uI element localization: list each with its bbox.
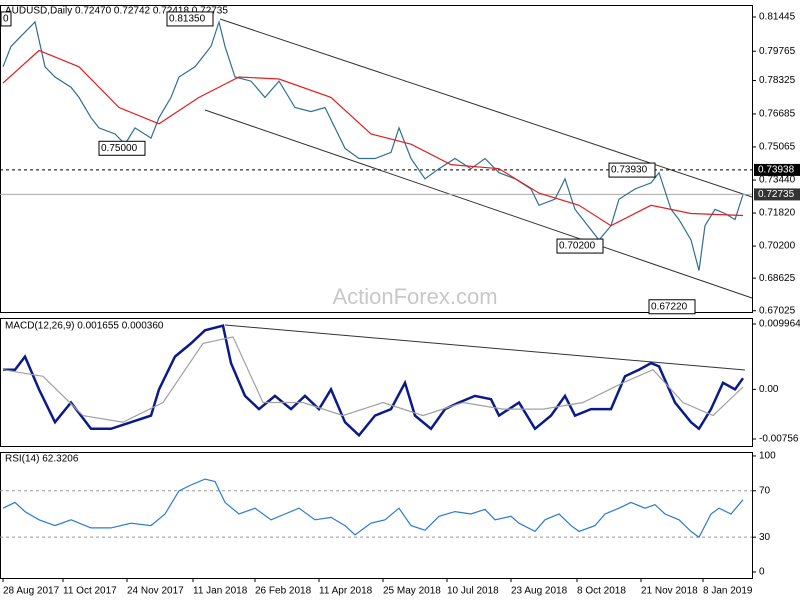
upper-channel xyxy=(219,18,753,198)
x-tick-label: 21 Nov 2018 xyxy=(641,586,698,597)
series-line xyxy=(3,324,745,438)
macd-trendline xyxy=(224,324,746,371)
x-tick-label: 26 Feb 2018 xyxy=(255,586,312,597)
annotation-box xyxy=(648,299,696,315)
watermark: ActionForex.com xyxy=(332,284,497,309)
x-tick-label: 28 Aug 2017 xyxy=(3,586,60,597)
annotation-label: 0.81350 xyxy=(169,14,206,25)
y-tick-label: 0.009964 xyxy=(759,319,800,330)
price-level-label: 0.72735 xyxy=(758,189,795,200)
series-line xyxy=(2,49,744,227)
x-tick-label: 8 Jan 2019 xyxy=(703,586,753,597)
y-tick-label: 0.00 xyxy=(759,384,779,395)
price-level-box xyxy=(754,188,800,201)
price-panel xyxy=(0,5,753,313)
x-tick-label: 11 Apr 2018 xyxy=(319,586,373,597)
rsi-title: RSI(14) 62.3206 xyxy=(5,454,79,465)
y-tick-label: 0.70200 xyxy=(759,241,796,252)
y-tick-label: 0.73440 xyxy=(759,175,796,186)
macd-panel xyxy=(0,318,753,447)
annotation-label: 0.70200 xyxy=(559,241,596,252)
macd-title: MACD(12,26,9) 0.001655 0.000360 xyxy=(5,321,164,332)
annotation-box xyxy=(0,11,12,27)
series-line xyxy=(2,19,744,271)
annotation-label: 0.67220 xyxy=(651,301,688,312)
y-tick-label: 0.76685 xyxy=(759,109,796,120)
x-tick-label: 24 Nov 2017 xyxy=(127,586,184,597)
y-tick-label: 100 xyxy=(759,451,776,462)
annotation-label: 0.73930 xyxy=(611,165,648,176)
y-tick-label: -0.00756 xyxy=(759,434,799,445)
price-title: AUDUSD,Daily 0.72470 0.72742 0.72418 0.7… xyxy=(5,6,228,17)
y-tick-label: 0.78325 xyxy=(759,75,796,86)
annotation-box xyxy=(166,11,214,27)
y-tick-label: 0.68625 xyxy=(759,273,796,284)
rsi-panel xyxy=(0,452,753,579)
y-tick-label: 0.81445 xyxy=(759,12,796,23)
x-tick-label: 25 May 2018 xyxy=(383,586,441,597)
annotation-box xyxy=(608,162,656,178)
y-tick-label: 0 xyxy=(759,567,765,578)
y-tick-label: 0.75065 xyxy=(759,142,796,153)
annotation-label: 0 xyxy=(3,14,9,25)
price-level-label: 0.73938 xyxy=(758,165,795,176)
y-tick-label: 30 xyxy=(759,532,771,543)
series-line xyxy=(2,478,744,539)
annotation-label: 0.75000 xyxy=(101,143,138,154)
y-tick-label: 0.71820 xyxy=(759,208,796,219)
x-tick-label: 11 Oct 2017 xyxy=(63,586,117,597)
series-line xyxy=(2,336,744,423)
annotation-box xyxy=(98,140,146,156)
y-tick-label: 0.79765 xyxy=(759,46,796,57)
x-tick-label: 11 Jan 2018 xyxy=(193,586,248,597)
y-tick-label: 0.67025 xyxy=(759,305,796,316)
x-tick-label: 23 Aug 2018 xyxy=(511,586,568,597)
x-tick-label: 10 Jul 2018 xyxy=(447,586,499,597)
lower-channel xyxy=(204,109,753,299)
price-level-box xyxy=(754,163,800,176)
y-tick-label: 70 xyxy=(759,485,771,496)
annotation-box xyxy=(556,238,604,254)
x-tick-label: 8 Oct 2018 xyxy=(577,586,626,597)
